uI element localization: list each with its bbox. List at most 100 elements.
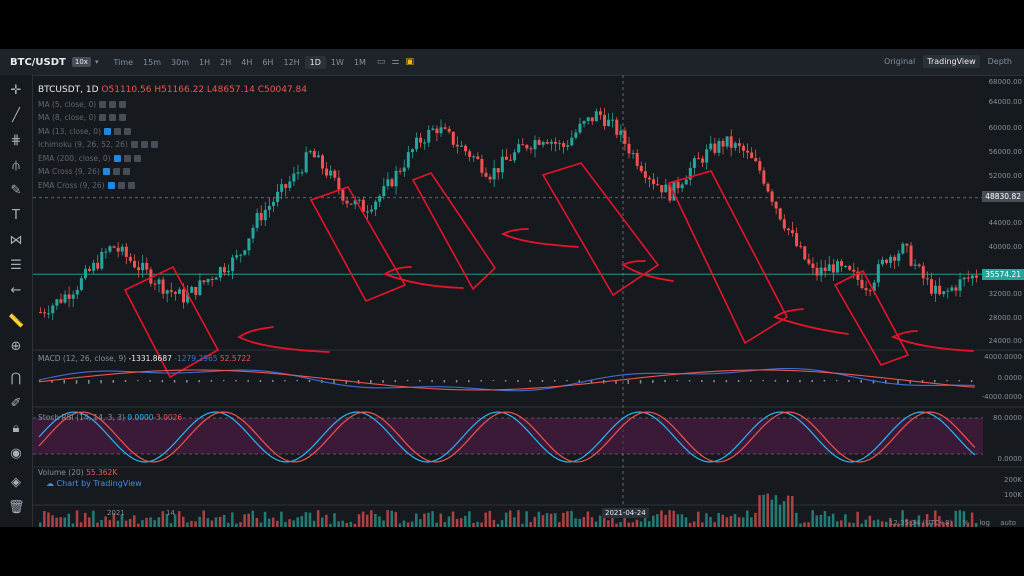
- gear-icon[interactable]: [109, 101, 117, 108]
- volume-bar: [104, 516, 107, 527]
- tf-12h[interactable]: 12H: [283, 57, 300, 67]
- close-icon[interactable]: [122, 168, 130, 175]
- gear-icon[interactable]: [140, 141, 148, 148]
- tf-1w[interactable]: 1W: [330, 57, 344, 67]
- eye-icon[interactable]: [102, 168, 110, 175]
- gear-icon[interactable]: [117, 182, 125, 189]
- close-icon[interactable]: [124, 128, 132, 135]
- gear-icon[interactable]: [114, 128, 122, 135]
- d-value: 3.0026: [155, 413, 183, 422]
- stoch-label: Stoch RSI (14, 14, 3, 3): [38, 413, 125, 422]
- text-icon[interactable]: T: [12, 208, 20, 223]
- candle-body: [459, 145, 463, 147]
- indicator-row[interactable]: EMA Cross (9, 26): [38, 181, 135, 190]
- trend-line-icon[interactable]: ╱: [12, 108, 20, 123]
- arrow-back-icon[interactable]: ←: [10, 283, 22, 298]
- candle-body: [627, 143, 631, 154]
- pencil-lock-icon[interactable]: ✐: [10, 396, 22, 411]
- volume-bar: [321, 517, 324, 527]
- log-toggle[interactable]: log: [979, 519, 990, 527]
- percent-toggle[interactable]: %: [962, 519, 970, 527]
- tf-2h[interactable]: 2H: [220, 57, 232, 67]
- indicator-row[interactable]: MA (8, close, 0): [38, 113, 127, 122]
- eye-icon[interactable]: [99, 114, 107, 121]
- indicator-row[interactable]: MA Cross (9, 26): [38, 167, 130, 176]
- macd-histogram-bar: [480, 380, 482, 382]
- magnet-icon[interactable]: ⋂: [10, 371, 22, 386]
- trash-icon[interactable]: 🗑︎: [8, 500, 25, 515]
- candle-body: [71, 294, 75, 299]
- view-original[interactable]: Original: [883, 57, 916, 66]
- close-icon[interactable]: [119, 101, 127, 108]
- tf-1d[interactable]: 1D: [304, 55, 326, 69]
- pitchfork-icon[interactable]: ⫛: [12, 158, 20, 173]
- tf-1h[interactable]: 1H: [199, 57, 211, 67]
- gear-icon[interactable]: [109, 114, 117, 121]
- eye-icon[interactable]: [104, 128, 112, 135]
- candle-body: [194, 286, 198, 295]
- brush-icon[interactable]: ✎: [10, 183, 22, 198]
- indicator-row[interactable]: MA (5, close, 0): [38, 100, 127, 109]
- volume-bar: [893, 523, 896, 527]
- indicator-row[interactable]: EMA (200, close, 0): [38, 154, 141, 163]
- auto-toggle[interactable]: auto: [1000, 519, 1016, 527]
- close-icon[interactable]: [119, 114, 127, 121]
- tf-time[interactable]: Time: [113, 57, 134, 67]
- candle-body: [558, 143, 562, 145]
- indicator-row[interactable]: Ichimoku (9, 26, 52, 26): [38, 140, 158, 149]
- candle-body: [292, 173, 296, 182]
- volume-bar: [455, 518, 459, 527]
- chart-area[interactable]: [33, 75, 1024, 527]
- candle-body: [840, 261, 844, 267]
- ruler-icon[interactable]: 📏: [8, 314, 25, 329]
- close-icon[interactable]: [150, 141, 158, 148]
- eye-icon[interactable]: [130, 141, 138, 148]
- indicator-icon[interactable]: ▣: [405, 57, 415, 67]
- multi-line-icon[interactable]: ⋕: [10, 133, 22, 148]
- eye-icon[interactable]: ◉: [10, 446, 22, 461]
- tradingview-watermark[interactable]: ☁︎ Chart by TradingView: [46, 479, 142, 488]
- view-depth[interactable]: Depth: [987, 57, 1012, 66]
- candle-body: [263, 209, 267, 221]
- volume-bar: [938, 516, 941, 527]
- settings-sliders-icon[interactable]: ⚌: [391, 57, 400, 67]
- candle-body: [435, 128, 439, 134]
- fib-icon[interactable]: ☰: [10, 258, 22, 273]
- eye-icon[interactable]: [99, 101, 107, 108]
- volume-bar: [578, 518, 581, 527]
- tf-1m[interactable]: 1M: [353, 57, 366, 67]
- view-tradingview[interactable]: TradingView: [923, 55, 980, 68]
- chart-type-icon[interactable]: ▭: [376, 57, 386, 67]
- pattern-icon[interactable]: ⋈: [9, 233, 23, 248]
- crosshair-icon[interactable]: ✛: [10, 83, 22, 98]
- volume-bar: [803, 522, 806, 527]
- candle-body: [496, 168, 500, 173]
- layers-icon[interactable]: ◈: [11, 475, 21, 490]
- candle-body: [974, 275, 978, 278]
- gear-icon[interactable]: [112, 168, 120, 175]
- chevron-down-icon[interactable]: ▾: [94, 58, 99, 66]
- volume-bar: [51, 515, 54, 527]
- close-icon[interactable]: [133, 155, 141, 162]
- candle-body: [133, 260, 136, 268]
- macd-histogram-bar: [823, 380, 826, 382]
- tf-4h[interactable]: 4H: [241, 57, 253, 67]
- eye-icon[interactable]: [107, 182, 115, 189]
- tf-15m[interactable]: 15m: [143, 57, 162, 67]
- indicator-row[interactable]: MA (13, close, 0): [38, 127, 132, 136]
- leverage-badge[interactable]: 10x: [71, 57, 91, 67]
- lock-icon[interactable]: 🔒︎: [12, 421, 20, 436]
- tf-6h[interactable]: 6H: [262, 57, 274, 67]
- volume-bar: [120, 514, 124, 527]
- volume-bar: [133, 515, 136, 527]
- eye-icon[interactable]: [113, 155, 121, 162]
- pair-title[interactable]: BTC/USDT: [10, 56, 66, 68]
- zoom-in-icon[interactable]: ⊕: [10, 339, 22, 354]
- close-icon[interactable]: [127, 182, 135, 189]
- volume-bar: [365, 514, 369, 527]
- tf-30m[interactable]: 30m: [171, 57, 190, 67]
- macd-histogram-bar: [615, 380, 617, 384]
- candle-body: [308, 151, 312, 153]
- volume-bar: [521, 523, 524, 527]
- gear-icon[interactable]: [123, 155, 131, 162]
